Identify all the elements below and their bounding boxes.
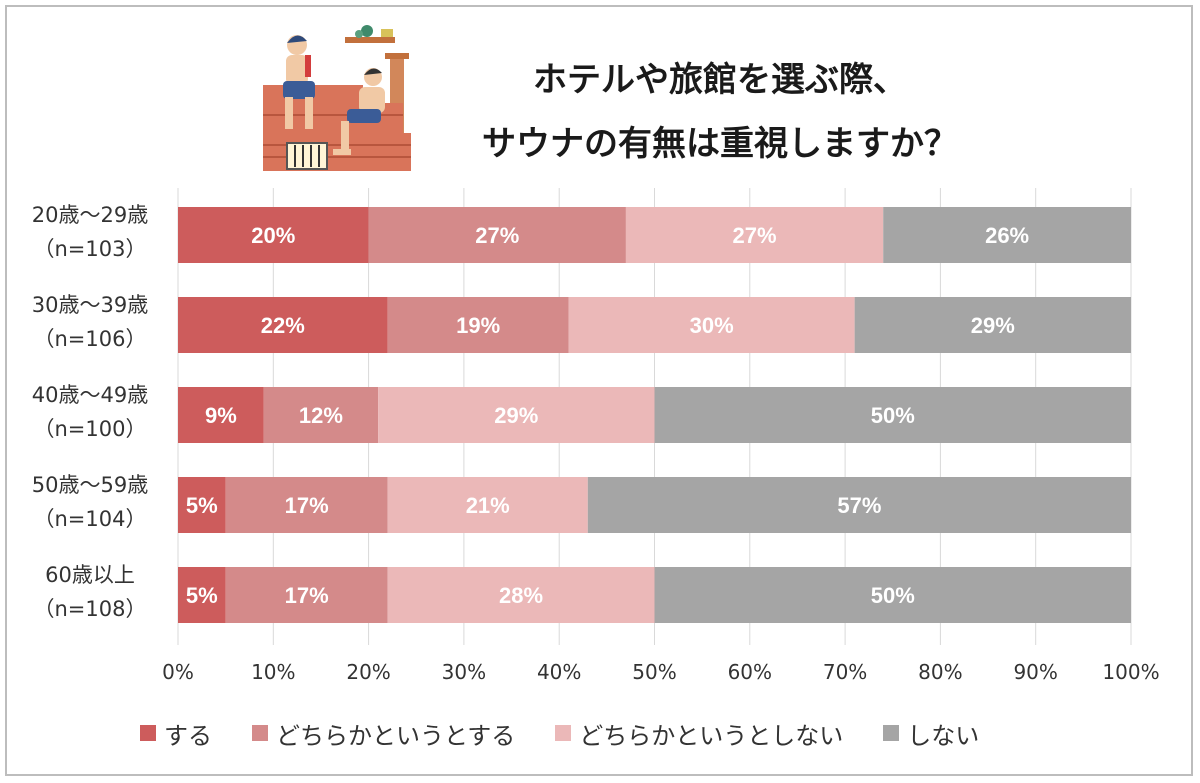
x-tick-label: 80% (918, 660, 963, 684)
x-tick-label: 70% (822, 660, 868, 684)
data-label: 17% (285, 493, 329, 518)
data-label: 28% (499, 583, 543, 608)
data-label: 17% (285, 583, 329, 608)
legend-item-suru: する (140, 716, 212, 751)
category-n: （n=108） (33, 597, 147, 621)
category-n: （n=104） (33, 507, 147, 531)
x-tick-label: 0% (162, 660, 194, 684)
data-label: 57% (837, 493, 881, 518)
category-n: （n=106） (33, 327, 147, 351)
legend-item-dochiraka-shinai: どちらかというとしない (555, 716, 843, 751)
bar-segment (225, 477, 388, 533)
bar-segment (654, 567, 1131, 623)
legend-item-dochiraka-suru: どちらかというとする (252, 716, 515, 751)
data-label: 5% (186, 583, 218, 608)
category-age: 30歳～39歳 (31, 293, 149, 317)
data-label: 27% (475, 223, 519, 248)
category-label-50s: 50歳～59歳 （n=104） (10, 468, 170, 536)
data-label: 22% (261, 313, 305, 338)
x-tick-label: 100% (1102, 660, 1160, 684)
category-label-30s: 30歳～39歳 （n=106） (10, 288, 170, 356)
bar-segment (587, 477, 1131, 533)
category-n: （n=100） (33, 417, 147, 441)
chart-title-line-2: サウナの有無は重視しますか？ (482, 124, 958, 164)
bar-segment (387, 477, 588, 533)
legend-swatch (140, 725, 156, 741)
legend-label: どちらかというとしない (579, 721, 844, 750)
x-tick-label: 90% (1013, 660, 1058, 684)
x-tick-label: 20% (346, 660, 391, 684)
category-age: 60歳以上 (45, 563, 135, 587)
x-tick-label: 40% (536, 660, 582, 684)
data-label: 20% (251, 223, 295, 248)
bar-segment (178, 207, 369, 263)
data-label: 21% (466, 493, 510, 518)
category-label-40s: 40歳～49歳 （n=100） (10, 378, 170, 446)
bar-segment (178, 567, 226, 623)
bar-segment (178, 477, 226, 533)
bar-segment (178, 387, 264, 443)
data-label: 29% (971, 313, 1015, 338)
category-age: 20歳～29歳 (31, 203, 149, 227)
data-label: 27% (733, 223, 777, 248)
legend-swatch (555, 725, 572, 741)
bar-segment (263, 387, 379, 443)
data-label: 12% (299, 403, 343, 428)
sauna-illustration-icon (255, 25, 415, 179)
bar-segment (387, 297, 569, 353)
legend-swatch (883, 725, 900, 741)
bar-segment (883, 207, 1131, 263)
data-label: 9% (205, 403, 237, 428)
bar-segment (854, 297, 1131, 353)
legend-label: しない (907, 721, 980, 750)
x-tick-label: 50% (632, 660, 677, 684)
data-label: 50% (871, 583, 915, 608)
x-tick-label: 30% (441, 660, 487, 684)
bar-segment (225, 567, 388, 623)
legend-swatch (252, 725, 268, 741)
data-label: 29% (494, 403, 538, 428)
category-n: （n=103） (33, 237, 147, 261)
bar-segments (178, 207, 1131, 623)
bar-segment (368, 207, 626, 263)
legend-label: する (164, 721, 212, 750)
bar-segment (178, 297, 388, 353)
category-label-60s: 60歳以上 （n=108） (10, 558, 170, 626)
category-age: 50歳～59歳 (31, 473, 149, 497)
x-tick-label: 60% (727, 660, 773, 684)
data-label: 5% (186, 493, 218, 518)
legend: する どちらかというとする どちらかというとしない しない (140, 716, 1019, 750)
category-age: 40歳～49歳 (31, 383, 149, 407)
data-label: 26% (985, 223, 1029, 248)
data-label: 50% (871, 403, 915, 428)
x-tick-label: 10% (251, 660, 296, 684)
bar-segment (625, 207, 884, 263)
data-labels: 20% 27% 27% 26% 22% 19% 30% 29% 9% 12% 29% 50% 5% 17%… (186, 223, 1029, 608)
category-label-20s: 20歳～29歳 （n=103） (10, 198, 170, 266)
bar-segment (387, 567, 655, 623)
bar-segment (654, 387, 1131, 443)
bar-segment (378, 387, 655, 443)
chart-title-line-1: ホテルや旅館を選ぶ際、 (533, 60, 907, 100)
data-label: 19% (456, 313, 500, 338)
data-label: 30% (690, 313, 734, 338)
legend-label: どちらかというとする (276, 721, 516, 750)
legend-item-shinai: しない (883, 716, 979, 751)
bar-segment (568, 297, 855, 353)
